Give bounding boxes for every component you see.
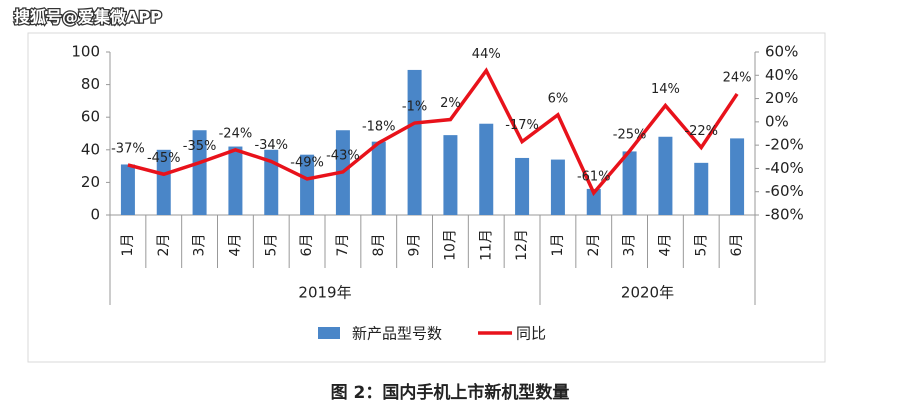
x-tick-label: 5月	[263, 234, 279, 257]
bar	[479, 123, 494, 215]
data-label: -34%	[254, 138, 288, 153]
data-label: -22%	[684, 124, 718, 139]
data-label: 2%	[440, 96, 461, 111]
x-tick-label: 2月	[586, 234, 602, 257]
legend-label: 新产品型号数	[352, 325, 442, 343]
bar	[694, 162, 709, 215]
bar	[730, 138, 745, 215]
bar	[586, 188, 601, 215]
bar	[515, 157, 530, 215]
x-tick-label: 1月	[120, 234, 136, 257]
bar	[550, 159, 565, 215]
y2-tick-label: 60%	[765, 43, 798, 61]
x-tick-label: 2月	[156, 234, 172, 257]
x-tick-label: 9月	[407, 234, 423, 257]
x-tick-label: 3月	[622, 234, 638, 257]
caption: 图 2：国内手机上市新机型数量	[331, 382, 570, 403]
bar	[156, 149, 171, 215]
y-tick-label: 0	[90, 206, 100, 224]
bar	[407, 69, 422, 216]
y2-tick-label: 0%	[765, 112, 789, 130]
x-tick-label: 8月	[371, 234, 387, 257]
data-label: 14%	[651, 82, 680, 97]
legend-label: 同比	[516, 325, 546, 343]
x-tick-label: 1月	[550, 234, 566, 257]
data-label: -1%	[402, 100, 427, 115]
y2-tick-label: 40%	[765, 66, 798, 84]
y2-tick-label: -60%	[765, 182, 804, 200]
x-tick-label: 5月	[693, 234, 709, 257]
bar	[622, 151, 637, 215]
data-label: -37%	[111, 141, 145, 156]
bar	[371, 141, 386, 215]
bar	[658, 136, 673, 215]
x-tick-label: 4月	[227, 234, 243, 257]
bar	[228, 146, 243, 215]
chart-frame	[27, 32, 826, 363]
data-label: -24%	[219, 126, 253, 141]
x-tick-label: 10月	[442, 229, 458, 261]
x-tick-label: 12月	[514, 229, 530, 261]
y2-tick-label: 20%	[765, 89, 798, 107]
data-label: 44%	[472, 47, 501, 62]
y-tick-label: 20	[81, 173, 100, 191]
watermark: 搜狐号@爱集微APP	[14, 8, 162, 27]
y-tick-label: 60	[81, 108, 100, 126]
x-tick-label: 11月	[478, 229, 494, 261]
bar	[443, 135, 458, 215]
x-tick-label: 4月	[657, 234, 673, 257]
x-tick-label: 6月	[299, 234, 315, 257]
y2-tick-label: -20%	[765, 136, 804, 154]
x-tick-label: 6月	[729, 234, 745, 257]
data-label: -35%	[183, 139, 217, 154]
data-label: -49%	[290, 155, 324, 170]
group-label: 2020年	[621, 284, 674, 302]
data-label: -45%	[147, 151, 181, 166]
legend-swatch	[318, 327, 340, 339]
data-label: 6%	[548, 91, 569, 106]
data-label: -18%	[362, 119, 396, 134]
bar	[300, 154, 315, 215]
y-tick-label: 100	[71, 43, 100, 61]
y2-tick-label: -40%	[765, 159, 804, 177]
data-label: -61%	[577, 169, 611, 184]
x-tick-label: 3月	[192, 234, 208, 257]
data-label: -25%	[613, 127, 647, 142]
bar	[120, 164, 135, 215]
bar	[264, 149, 279, 215]
x-tick-label: 7月	[335, 234, 351, 257]
group-label: 2019年	[298, 284, 351, 302]
bar	[192, 130, 207, 215]
y2-tick-label: -80%	[765, 206, 804, 224]
line	[127, 67, 739, 197]
y-tick-label: 80	[81, 75, 100, 93]
data-label: -43%	[326, 148, 360, 163]
data-label: 24%	[723, 70, 752, 85]
y-tick-label: 40	[81, 140, 100, 158]
data-label: -17%	[505, 118, 539, 133]
